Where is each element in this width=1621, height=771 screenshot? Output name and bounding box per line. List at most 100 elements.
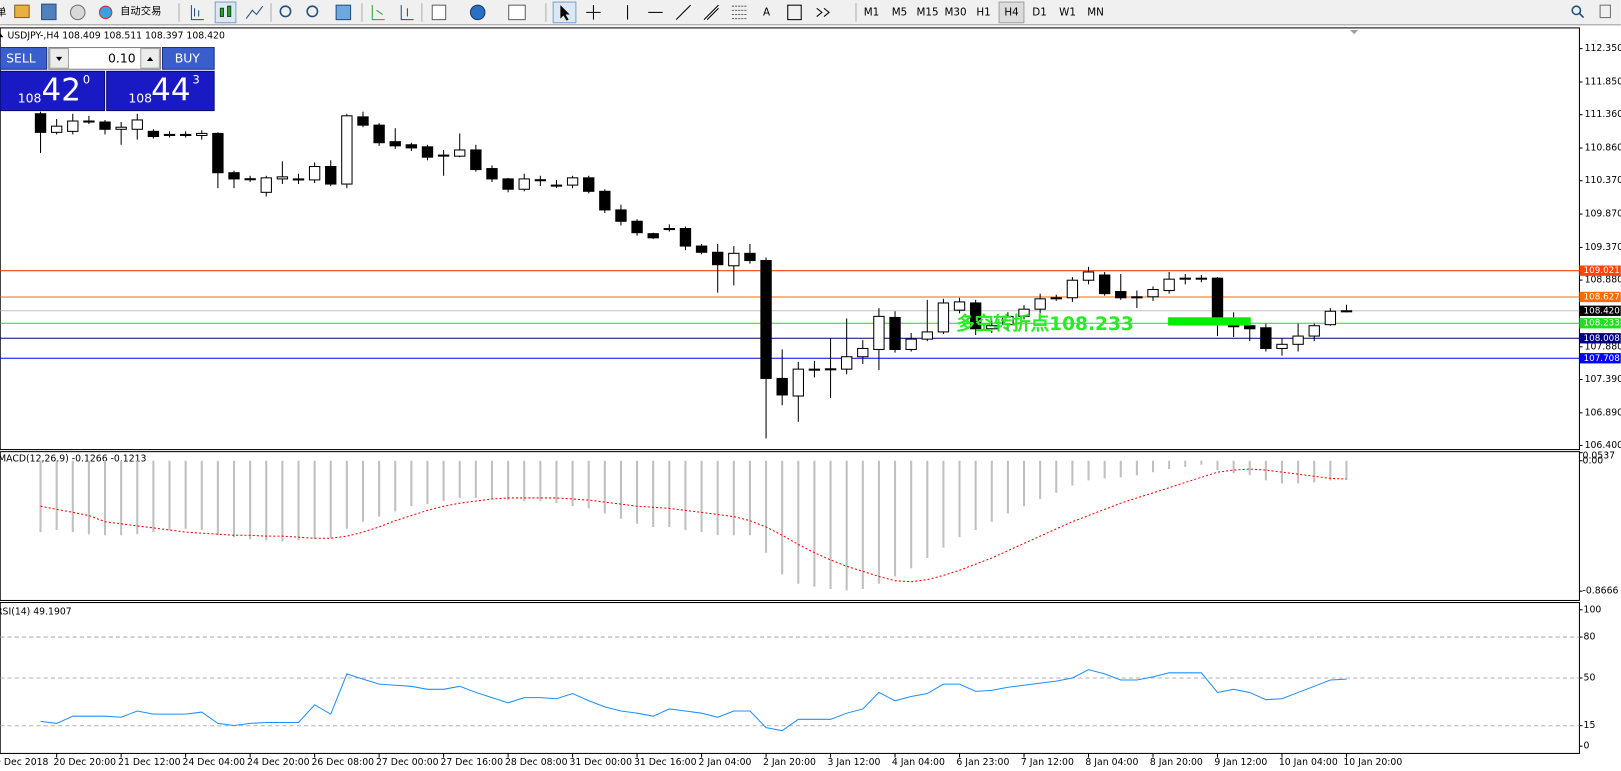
x-tick-label: 10 Jan 20:00 xyxy=(1343,757,1402,768)
annotation[interactable]: 多空转折点108.233 xyxy=(956,313,1134,335)
candle-body xyxy=(244,178,256,181)
buy-button[interactable] xyxy=(161,47,215,70)
x-tick-label: 4 Jan 04:00 xyxy=(892,757,945,768)
sell-button[interactable] xyxy=(0,47,48,70)
y-tick-label: 109.870 xyxy=(1585,209,1621,220)
toolbar-icon[interactable] xyxy=(98,5,113,20)
templates[interactable] xyxy=(508,4,526,21)
trendline-tool[interactable] xyxy=(675,4,691,21)
timeframe-button[interactable]: W1 xyxy=(1059,6,1076,18)
indicators[interactable] xyxy=(431,4,447,21)
candle-body xyxy=(712,251,724,266)
x-tick-label: 27 Dec 16:00 xyxy=(441,757,504,768)
arrow-up xyxy=(146,56,154,61)
timeframe-button[interactable]: MN xyxy=(1087,6,1104,18)
candle-body xyxy=(115,126,127,130)
candle-body xyxy=(1195,277,1208,280)
timeframe-button[interactable]: M15 xyxy=(916,6,938,18)
toolbar-icon[interactable] xyxy=(69,4,86,21)
candle-body xyxy=(83,120,95,123)
bid-box[interactable] xyxy=(0,70,106,112)
tile-windows[interactable] xyxy=(335,4,352,21)
candle-body xyxy=(163,133,176,136)
toolbar-icon[interactable] xyxy=(371,5,385,21)
label-tool[interactable] xyxy=(787,4,802,21)
auto-trade-button[interactable]: 自动交易 xyxy=(120,4,161,17)
arrows-tool[interactable] xyxy=(816,7,830,17)
candle-body xyxy=(969,302,982,330)
candle-body xyxy=(857,347,869,358)
candle-body xyxy=(1276,343,1288,349)
level-label: 108.233 xyxy=(1584,319,1620,329)
y-tick-label: 107.390 xyxy=(1585,374,1621,385)
lot-value[interactable]: 0.10 xyxy=(108,50,136,65)
arrow-down xyxy=(56,56,63,61)
chat[interactable] xyxy=(1599,4,1611,19)
y-tick-label: 109.370 xyxy=(1585,242,1621,253)
timeframe-button[interactable]: H1 xyxy=(976,6,990,18)
timeframe-button[interactable]: D1 xyxy=(1032,6,1047,18)
indicator-title: MACD(12,26,9) -0.1266 -0.1213 xyxy=(0,453,147,464)
candle-body xyxy=(599,190,611,211)
toolbar-icon[interactable] xyxy=(41,3,57,21)
candle-body xyxy=(228,172,240,180)
buy-label[interactable]: BUY xyxy=(175,50,201,65)
channel-tool[interactable] xyxy=(703,4,719,21)
candle-body xyxy=(131,119,143,130)
sell-label[interactable]: SELL xyxy=(6,50,36,65)
y-tick-label: 111.850 xyxy=(1585,76,1621,87)
timeframe-button[interactable]: M1 xyxy=(864,6,879,18)
indicator-title: RSI(14) 49.1907 xyxy=(0,606,72,617)
toolbar-icon[interactable] xyxy=(245,5,264,19)
toolbar-icon-active[interactable] xyxy=(214,1,237,24)
crosshair[interactable] xyxy=(586,5,601,20)
candle-body xyxy=(808,368,821,371)
timeframe-button[interactable]: H4 xyxy=(1004,6,1018,18)
candle-body xyxy=(1131,296,1143,299)
x-tick-label: 10 Jan 04:00 xyxy=(1279,757,1338,768)
candle-body xyxy=(873,315,885,350)
zoom-in[interactable] xyxy=(279,5,292,18)
text-tool[interactable]: A xyxy=(763,6,770,18)
candle-body xyxy=(179,133,192,137)
candle-body xyxy=(550,184,563,187)
periods[interactable] xyxy=(469,4,486,21)
zoom-out[interactable] xyxy=(306,5,319,18)
rectangle-object[interactable] xyxy=(1168,317,1251,326)
candle-body xyxy=(1082,271,1095,281)
search[interactable] xyxy=(1571,5,1582,16)
timeframe-button[interactable]: M5 xyxy=(892,6,907,18)
candle-body xyxy=(840,356,853,370)
timeframe-active[interactable] xyxy=(998,1,1025,24)
level-label: 108.008 xyxy=(1584,334,1620,344)
x-tick-label: 6 Jan 23:00 xyxy=(956,757,1009,768)
timeframe-button[interactable]: M30 xyxy=(944,6,966,18)
x-tick-label: 8 Jan 20:00 xyxy=(1150,757,1203,768)
toolbar-icon[interactable] xyxy=(14,4,30,19)
candle-body xyxy=(357,116,369,126)
toolbar-icon[interactable] xyxy=(219,5,232,18)
candle-body xyxy=(1260,327,1272,349)
ask-box[interactable] xyxy=(106,70,215,112)
candle-body xyxy=(196,132,208,137)
candle-body xyxy=(276,176,289,180)
toolbar-icon[interactable] xyxy=(190,5,204,21)
candle-body xyxy=(147,130,160,138)
candle-body xyxy=(1324,310,1337,326)
candle-body xyxy=(454,149,466,157)
x-tick-label: 7 Jan 12:00 xyxy=(1021,757,1074,768)
toolbar-icon[interactable] xyxy=(400,5,414,21)
lot-box[interactable] xyxy=(48,47,161,70)
toolbar-text[interactable]: 单 xyxy=(0,6,6,18)
candle-body xyxy=(953,301,966,311)
y-tick-label: 0.00 xyxy=(1583,455,1604,466)
candle-body xyxy=(792,368,804,397)
y-tick-label: -0.8666 xyxy=(1583,586,1619,597)
candle-body xyxy=(631,220,643,234)
y-tick-label: 100 xyxy=(1584,604,1602,615)
toolbar-bg xyxy=(0,0,1621,25)
level-label: 107.708 xyxy=(1584,354,1620,364)
main-chart-area xyxy=(0,27,1580,451)
fibo-tool[interactable] xyxy=(731,5,747,20)
candle-body xyxy=(921,331,933,340)
